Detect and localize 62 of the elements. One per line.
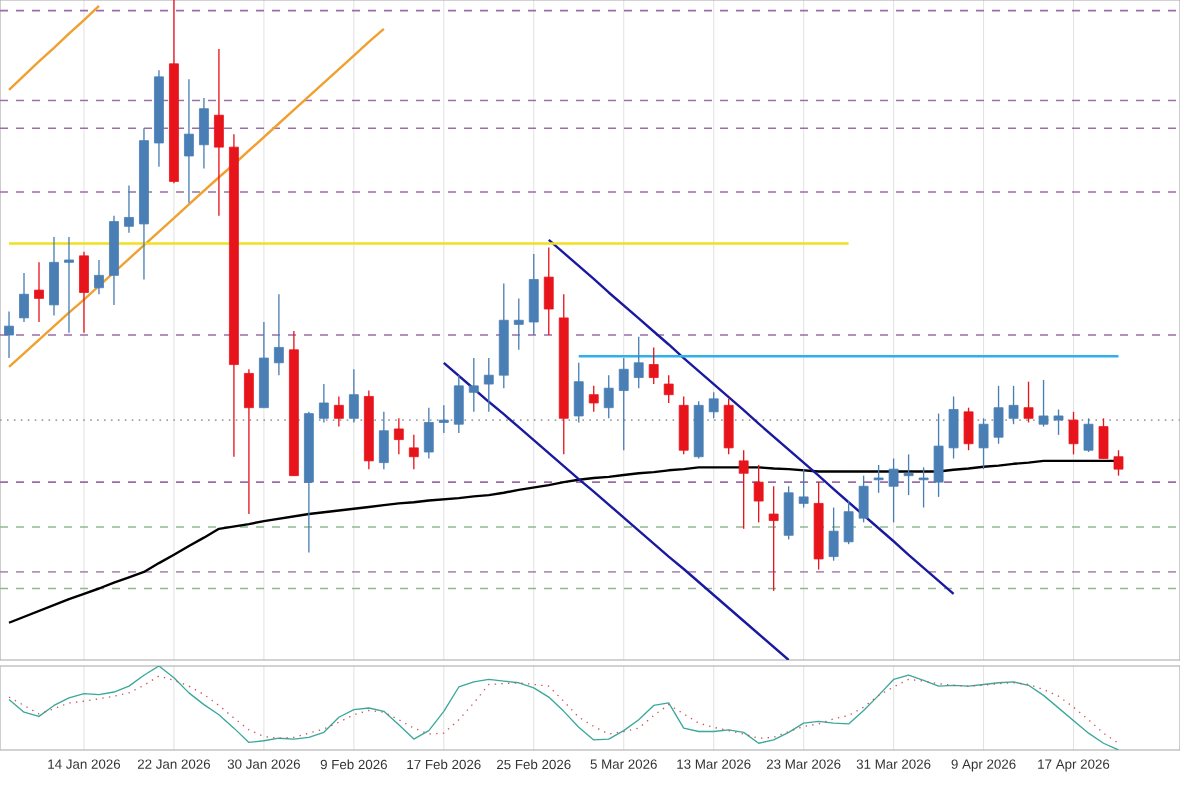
candlestick <box>184 78 194 204</box>
candlestick <box>453 374 464 434</box>
candlestick <box>588 385 599 413</box>
candlestick <box>513 297 524 351</box>
candlestick <box>993 385 1004 445</box>
candlestick <box>1023 381 1034 424</box>
candlestick <box>199 97 209 170</box>
candlestick <box>678 395 689 456</box>
candlestick <box>1083 417 1094 453</box>
candlestick <box>573 362 584 424</box>
candlestick <box>318 383 329 424</box>
candlestick <box>543 246 554 336</box>
candlestick <box>708 391 719 419</box>
candlestick <box>738 449 749 530</box>
candlestick <box>408 434 419 470</box>
candlestick <box>648 346 659 385</box>
candlestick <box>79 251 89 334</box>
candlestick <box>1098 417 1109 460</box>
candlestick <box>888 457 899 523</box>
candlestick <box>393 417 404 456</box>
candlestick <box>378 411 389 470</box>
candlestick <box>1008 385 1019 425</box>
candlestick <box>1068 411 1079 456</box>
candlestick <box>49 236 59 317</box>
candlestick <box>528 253 539 336</box>
candlestick <box>633 336 644 389</box>
candlestick <box>963 407 974 451</box>
candlestick <box>64 236 74 334</box>
candlestick <box>1038 379 1049 428</box>
candlestick <box>34 261 44 323</box>
candlestick <box>873 464 884 494</box>
candlestick <box>483 357 494 413</box>
candlestick <box>273 293 284 376</box>
candlestick <box>843 500 854 545</box>
candlestick <box>438 404 449 434</box>
candlestick <box>603 374 614 419</box>
candlestick <box>783 485 794 541</box>
candlestick <box>978 417 989 470</box>
candlestick <box>19 272 29 323</box>
candlestick <box>618 357 629 451</box>
candlestick <box>124 184 134 234</box>
candlestick <box>214 48 224 217</box>
candlestick <box>828 506 839 562</box>
candlestick <box>768 485 779 592</box>
candlestick <box>1113 449 1124 477</box>
candlestick <box>663 374 674 404</box>
candlestick <box>948 395 959 460</box>
candlestick <box>468 357 479 413</box>
candlestick <box>858 474 869 523</box>
candlestick <box>753 464 764 523</box>
candlestick <box>333 395 344 428</box>
candlestick <box>918 466 929 509</box>
candlestick <box>903 453 914 496</box>
candlestick <box>94 259 104 295</box>
candlestick <box>423 407 434 460</box>
candlestick <box>4 310 14 359</box>
candlestick <box>933 412 944 498</box>
candlestick <box>798 468 809 509</box>
candlestick <box>1053 408 1064 436</box>
candlestick <box>348 368 359 424</box>
candlestick <box>244 368 254 515</box>
candlestick <box>723 398 734 456</box>
